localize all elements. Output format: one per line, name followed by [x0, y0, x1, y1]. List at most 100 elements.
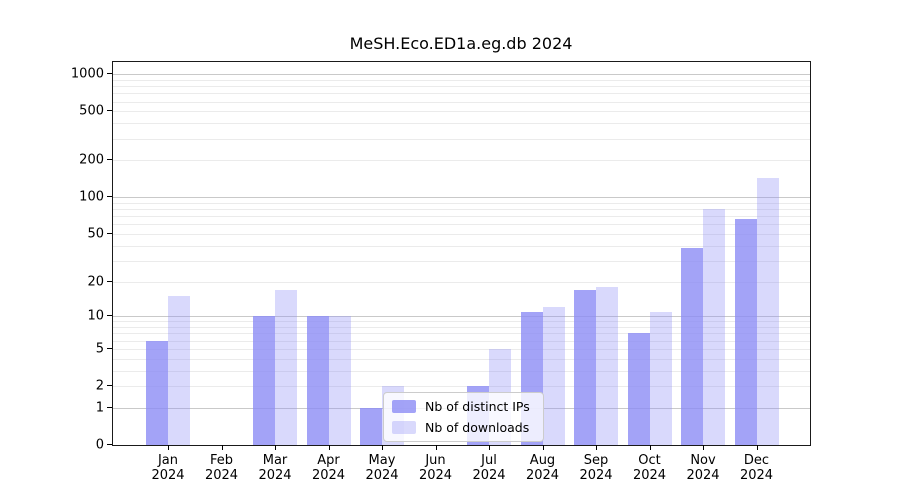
- bar-ips-dec: [734, 218, 757, 445]
- gridline-10: [113, 316, 810, 318]
- bar-downloads-jan: [168, 296, 190, 445]
- x-tick-label-jan: Jan 2024: [151, 453, 185, 483]
- x-tick-mark-oct: [649, 445, 651, 450]
- x-tick-mark-feb: [221, 445, 223, 450]
- gridline-1000: [113, 74, 810, 76]
- y-tick-mark-500: [107, 110, 112, 112]
- x-tick-label-oct: Oct 2024: [632, 453, 667, 483]
- bar-ips-sep: [574, 289, 596, 445]
- gridline-2: [113, 386, 810, 387]
- bar-downloads-sep: [596, 286, 618, 445]
- y-tick-mark-20: [107, 280, 112, 282]
- bar-downloads-nov: [703, 209, 725, 445]
- y-tick-label-1: 1: [95, 400, 104, 416]
- x-tick-mark-jul: [489, 445, 490, 450]
- y-tick-label-500: 500: [79, 103, 104, 119]
- x-tick-label-may: May 2024: [365, 453, 399, 483]
- y-tick-mark-100: [107, 196, 112, 198]
- x-tick-mark-jan: [168, 445, 169, 450]
- gridline-600: [113, 101, 810, 103]
- y-tick-mark-200: [107, 159, 112, 161]
- gridline-50: [113, 233, 810, 235]
- x-tick-label-apr: Apr 2024: [311, 453, 346, 483]
- x-tick-label-jul: Jul 2024: [472, 453, 506, 483]
- y-tick-label-100: 100: [79, 189, 104, 205]
- x-tick-mark-nov: [703, 445, 704, 450]
- x-tick-label-jun: Jun 2024: [418, 453, 453, 483]
- y-tick-mark-1000: [107, 73, 112, 75]
- gridline-3: [113, 370, 810, 372]
- y-tick-label-1000: 1000: [70, 66, 104, 82]
- gridline-80: [113, 209, 810, 211]
- bar-downloads-apr: [328, 316, 351, 445]
- bar-downloads-aug: [542, 307, 565, 445]
- gridline-800: [113, 86, 810, 88]
- gridline-60: [113, 224, 810, 226]
- x-tick-mark-apr: [328, 445, 330, 450]
- y-tick-mark-0: [107, 444, 112, 445]
- chart-title: MeSH.Eco.ED1a.eg.db 2024: [349, 34, 573, 53]
- x-tick-label-feb: Feb 2024: [204, 453, 239, 483]
- gridline-400: [113, 123, 810, 125]
- y-tick-mark-2: [107, 385, 112, 386]
- x-tick-label-aug: Aug 2024: [525, 453, 560, 483]
- x-tick-mark-jun: [435, 445, 437, 450]
- y-tick-label-0: 0: [95, 437, 104, 453]
- bar-downloads-oct: [649, 311, 672, 445]
- x-tick-mark-aug: [542, 445, 544, 450]
- x-tick-label-sep: Sep 2024: [579, 453, 613, 483]
- gridline-4: [113, 358, 810, 360]
- y-tick-label-20: 20: [87, 274, 104, 290]
- gridline-5: [113, 348, 810, 350]
- gridline-500: [113, 111, 810, 113]
- legend-label-distinct-ips: Nb of distinct IPs: [425, 399, 530, 414]
- bar-downloads-mar: [275, 289, 297, 445]
- gridline-100: [113, 197, 810, 199]
- gridline-7: [113, 333, 810, 335]
- gridline-70: [113, 216, 810, 218]
- y-tick-mark-5: [107, 347, 112, 349]
- bar-ips-apr: [306, 316, 329, 445]
- gridline-900: [113, 79, 810, 81]
- bar-ips-mar: [253, 316, 275, 445]
- legend-swatch-distinct-ips: [392, 400, 416, 413]
- legend-entry-distinct-ips: Nb of distinct IPs: [392, 399, 530, 414]
- y-tick-mark-1: [107, 406, 112, 408]
- legend-entry-downloads: Nb of downloads: [392, 420, 530, 435]
- bar-ips-nov: [681, 248, 703, 445]
- gridline-200: [113, 160, 810, 162]
- bar-ips-oct: [627, 333, 650, 445]
- x-tick-label-mar: Mar 2024: [258, 453, 292, 483]
- legend: Nb of distinct IPs Nb of downloads: [383, 392, 544, 442]
- grid-layer: [113, 62, 810, 445]
- legend-label-downloads: Nb of downloads: [425, 420, 530, 435]
- x-tick-mark-dec: [756, 445, 758, 450]
- x-tick-label-dec: Dec 2024: [739, 453, 774, 483]
- bar-ips-may: [360, 407, 382, 445]
- gridline-8: [113, 327, 810, 329]
- gridline-20: [113, 281, 810, 283]
- gridline-30: [113, 260, 810, 262]
- bar-downloads-dec: [756, 178, 779, 445]
- gridline-90: [113, 202, 810, 204]
- y-tick-label-2: 2: [95, 378, 104, 394]
- gridline-9: [113, 321, 810, 323]
- y-tick-label-200: 200: [79, 152, 104, 168]
- y-tick-mark-50: [107, 232, 112, 234]
- x-tick-mark-mar: [275, 445, 276, 450]
- bar-ips-jan: [146, 340, 168, 445]
- y-tick-label-5: 5: [95, 341, 104, 357]
- y-tick-label-10: 10: [87, 308, 104, 324]
- gridline-700: [113, 93, 810, 95]
- x-tick-mark-may: [382, 445, 383, 450]
- gridline-6: [113, 340, 810, 342]
- gridline-300: [113, 138, 810, 140]
- legend-swatch-downloads: [392, 421, 416, 434]
- y-tick-mark-10: [107, 315, 112, 317]
- gridline-40: [113, 245, 810, 247]
- y-tick-label-50: 50: [87, 226, 104, 242]
- x-tick-mark-sep: [596, 445, 597, 450]
